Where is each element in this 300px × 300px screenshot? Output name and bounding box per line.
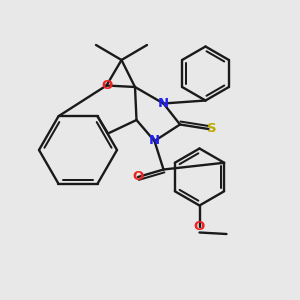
Text: N: N xyxy=(158,97,169,110)
Text: O: O xyxy=(132,170,144,184)
Text: N: N xyxy=(149,134,160,148)
Text: O: O xyxy=(194,220,205,233)
Text: O: O xyxy=(101,79,112,92)
Text: S: S xyxy=(207,122,216,136)
